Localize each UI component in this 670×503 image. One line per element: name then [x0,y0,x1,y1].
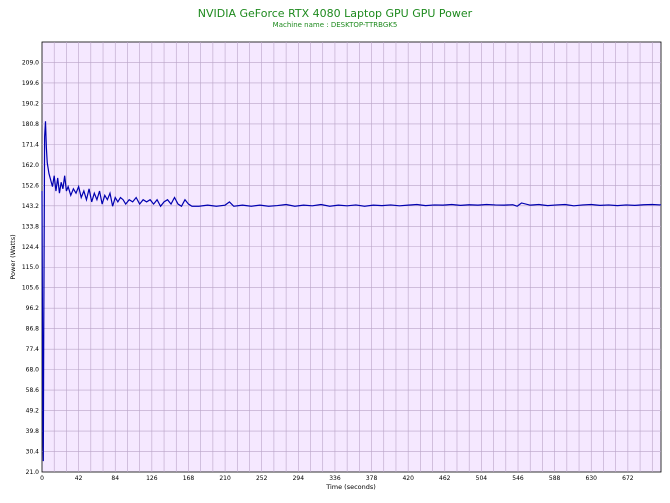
x-tick-label: 252 [256,475,268,482]
y-tick-label: 39.8 [26,428,40,435]
x-tick-label: 462 [439,475,451,482]
chart-title: NVIDIA GeForce RTX 4080 Laptop GPU GPU P… [197,7,473,20]
y-tick-label: 190.2 [22,100,39,107]
y-tick-label: 105.6 [22,285,39,292]
y-tick-label: 58.6 [26,387,40,394]
y-tick-label: 30.4 [26,449,40,456]
y-axis-label: Power (Watts) [9,234,17,279]
y-tick-label: 143.2 [22,203,39,210]
x-tick-label: 546 [512,475,524,482]
y-tick-label: 180.8 [22,121,39,128]
x-tick-label: 630 [586,475,598,482]
y-tick-label: 171.4 [22,141,39,148]
series-line [41,121,662,462]
x-tick-label: 210 [219,475,231,482]
y-tick-label: 21.0 [26,469,40,476]
x-tick-label: 504 [476,475,488,482]
chart-subtitle: Machine name : DESKTOP-TTRBGK5 [272,21,398,29]
grid-lines [42,42,661,472]
x-tick-label: 420 [402,475,414,482]
y-tick-label: 133.8 [22,223,39,230]
x-tick-label: 672 [622,475,634,482]
y-tick-label: 124.4 [22,244,39,251]
x-tick-label: 336 [329,475,341,482]
y-tick-label: 77.4 [26,346,40,353]
y-tick-label: 96.2 [26,305,40,312]
plot-area [41,41,662,473]
x-tick-label: 168 [183,475,195,482]
y-tick-label: 115.0 [22,264,39,271]
y-tick-label: 86.8 [26,326,40,333]
x-axis-ticks: 0 42 84 126 168 210 252 294 336 378 420 462 504 546 58… [40,475,634,482]
x-tick-label: 294 [293,475,305,482]
y-tick-label: 152.6 [22,182,39,189]
x-tick-label: 378 [366,475,378,482]
x-tick-label: 126 [146,475,158,482]
x-axis-label: Time (seconds) [325,483,376,491]
y-tick-label: 199.6 [22,80,39,87]
y-tick-label: 68.0 [26,367,40,374]
y-tick-label: 209.0 [22,59,39,66]
x-tick-label: 84 [111,475,119,482]
x-tick-label: 42 [75,475,83,482]
x-tick-label: 588 [549,475,561,482]
y-tick-label: 162.0 [22,162,39,169]
y-axis-ticks: 21.0 30.4 39.8 49.2 58.6 68.0 77.4 86.8 96.2 105.… [22,59,39,476]
y-tick-label: 49.2 [26,408,40,415]
x-tick-label: 0 [40,475,44,482]
